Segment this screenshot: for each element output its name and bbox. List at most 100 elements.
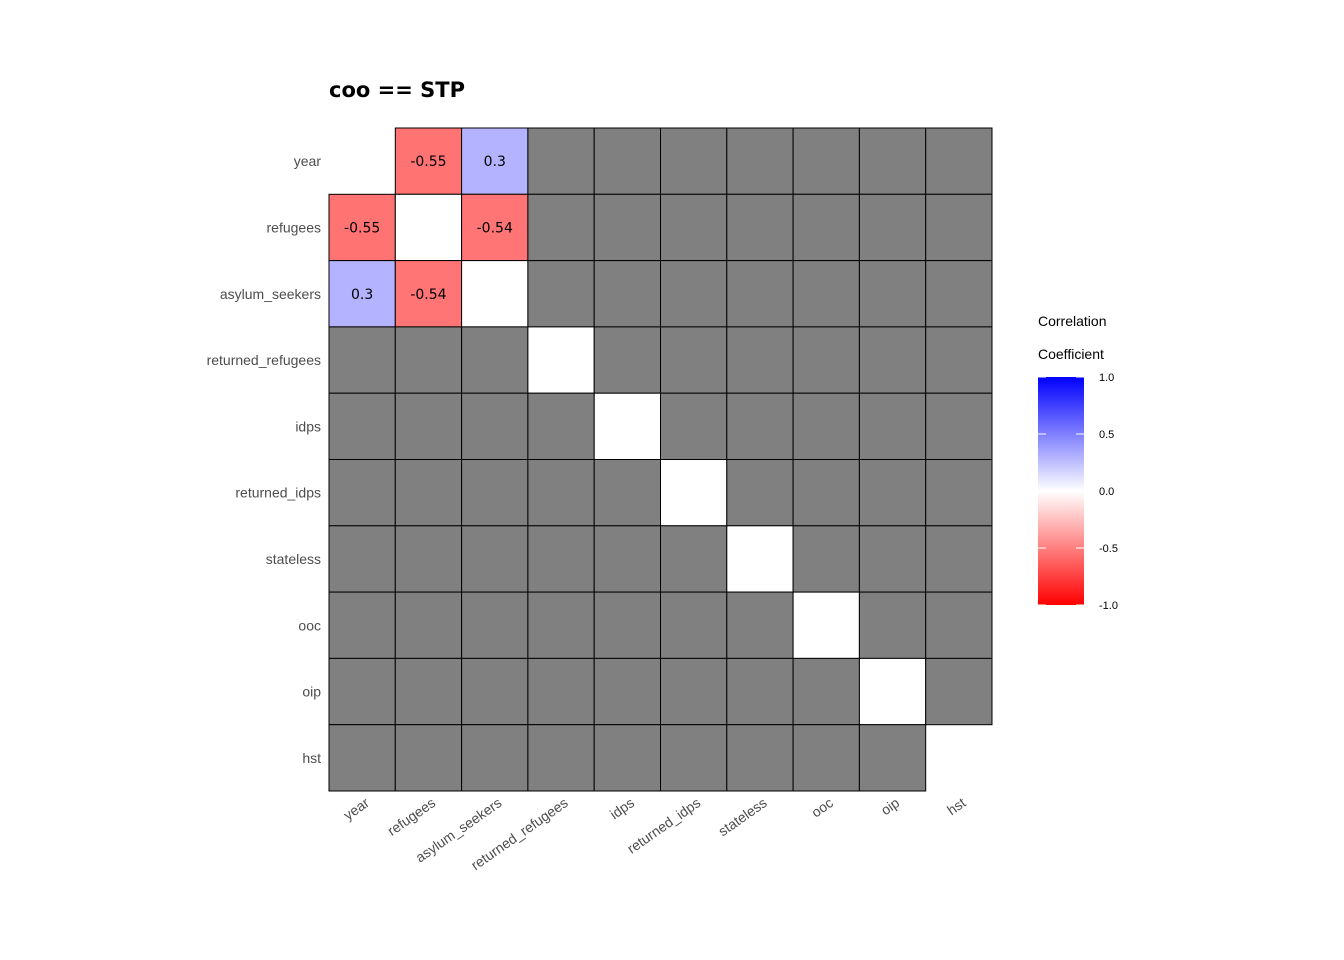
heatmap-cell	[328, 525, 396, 593]
heatmap-cell	[527, 193, 595, 262]
heatmap-cell	[593, 657, 662, 726]
y-tick-label: oip	[302, 684, 321, 700]
y-tick-label: year	[294, 153, 322, 169]
legend-tick-label: 1.0	[1099, 372, 1114, 384]
heatmap-cell	[394, 724, 463, 792]
heatmap-cell	[660, 260, 728, 328]
heatmap-cell	[394, 525, 463, 593]
y-axis-labels: year refugees asylum_seekers returned_refug…	[207, 153, 322, 766]
heatmap-cell	[328, 657, 396, 726]
heatmap-cell	[328, 326, 396, 394]
heatmap-cell	[394, 260, 463, 328]
y-tick-label: refugees	[267, 219, 321, 235]
legend-title-line-2: Coefficient	[1038, 346, 1104, 362]
heatmap-cell	[394, 657, 463, 726]
heatmap-cell	[925, 525, 993, 593]
heatmap-cell-diagonal	[527, 326, 595, 394]
heatmap-cell	[858, 459, 927, 527]
heatmap-cell	[527, 525, 595, 593]
heatmap-cell	[925, 459, 993, 527]
heatmap-cells: -0.55 0.3 -0.55 -0.54 0.3 -0.54	[328, 127, 993, 792]
heatmap-cell	[726, 392, 794, 461]
heatmap-cell	[527, 459, 595, 527]
heatmap-cell	[593, 326, 662, 394]
heatmap-cell	[925, 392, 993, 461]
heatmap-cell	[328, 459, 396, 527]
heatmap-cell	[461, 392, 529, 461]
heatmap-cell	[792, 459, 860, 527]
color-legend: Correlation Coefficient 1.0 0.5 0.0 -0.5 -1.…	[1038, 313, 1118, 612]
heatmap-cell	[660, 525, 728, 593]
x-axis-labels: year refugeesasylum_seekersreturned_refug…	[340, 794, 968, 873]
heatmap-cell	[461, 193, 529, 262]
heatmap-cell	[593, 724, 662, 792]
heatmap-cell	[792, 127, 860, 195]
heatmap-cell	[660, 657, 728, 726]
heatmap-cell	[858, 326, 927, 394]
heatmap-cell	[527, 657, 595, 726]
heatmap-cell	[792, 392, 860, 461]
heatmap-cell	[858, 193, 927, 262]
legend-tick-label: -0.5	[1099, 543, 1118, 555]
heatmap-cell	[660, 127, 728, 195]
legend-ticks: 1.0 0.5 0.0 -0.5 -1.0	[1038, 372, 1118, 612]
heatmap-cell	[527, 591, 595, 659]
x-tick-label: stateless	[715, 794, 769, 839]
x-tick-label: idps	[607, 794, 637, 822]
cell-value-label: 0.3	[351, 287, 373, 303]
heatmap-cell	[858, 525, 927, 593]
legend-title-line-1: Correlation	[1038, 313, 1106, 329]
heatmap-cell	[527, 392, 595, 461]
chart-title: coo == STP	[329, 78, 465, 102]
cell-value-label: -0.55	[344, 220, 380, 236]
x-tick-label: returned_idps	[624, 794, 703, 856]
heatmap-cell-diagonal	[858, 657, 927, 726]
heatmap-cell	[925, 591, 993, 659]
heatmap-cell	[461, 657, 529, 726]
heatmap-cell	[593, 459, 662, 527]
heatmap-cell	[792, 724, 860, 792]
y-tick-label: returned_idps	[235, 485, 321, 501]
heatmap-cell	[726, 326, 794, 394]
heatmap-cell	[726, 193, 794, 262]
heatmap-cell	[593, 525, 662, 593]
heatmap-cell	[394, 127, 463, 195]
heatmap-cell	[858, 392, 927, 461]
heatmap-cell-diagonal	[394, 193, 463, 262]
heatmap-cell	[858, 127, 927, 195]
heatmap-cell	[527, 127, 595, 195]
heatmap-cell	[394, 591, 463, 659]
heatmap-cell	[925, 326, 993, 394]
legend-tick-label: -1.0	[1099, 600, 1118, 612]
heatmap-cell	[461, 591, 529, 659]
heatmap-cell	[726, 724, 794, 792]
heatmap-cell	[593, 193, 662, 262]
heatmap-cell	[660, 591, 728, 659]
heatmap-cell	[328, 724, 396, 792]
heatmap-cell	[461, 525, 529, 593]
heatmap-cell	[792, 326, 860, 394]
y-tick-label: idps	[295, 418, 321, 434]
heatmap-cell-diagonal	[660, 459, 728, 527]
heatmap-cell	[394, 459, 463, 527]
heatmap-cell	[925, 193, 993, 262]
x-tick-label: year	[340, 794, 372, 823]
heatmap-cell	[394, 326, 463, 394]
heatmap-cell-diagonal	[593, 392, 662, 461]
y-tick-label: returned_refugees	[207, 352, 321, 368]
heatmap-cell	[792, 657, 860, 726]
y-tick-label: stateless	[266, 551, 321, 567]
heatmap-cell	[726, 657, 794, 726]
heatmap-cell	[593, 127, 662, 195]
heatmap-cell	[925, 260, 993, 328]
heatmap-cell-diagonal	[792, 591, 860, 659]
heatmap-cell	[593, 591, 662, 659]
heatmap-cell	[328, 392, 396, 461]
y-tick-label: hst	[302, 750, 321, 766]
heatmap-cell	[328, 591, 396, 659]
heatmap-cell	[858, 260, 927, 328]
heatmap-cell	[394, 392, 463, 461]
x-tick-label: refugees	[384, 794, 438, 838]
cell-value-label: -0.55	[410, 154, 446, 170]
